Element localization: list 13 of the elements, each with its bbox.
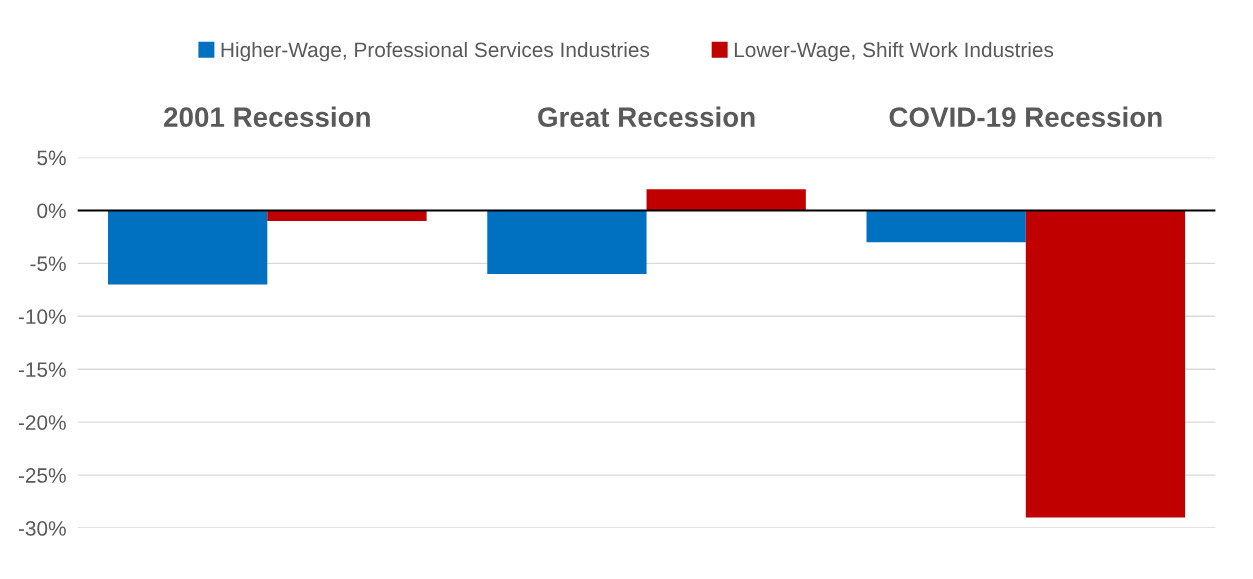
y-tick-label: -25% <box>18 468 66 483</box>
x-tick-label: Great Recession <box>538 106 755 127</box>
y-tick-label: 0% <box>37 203 66 219</box>
y-tick-label: 5% <box>37 150 66 166</box>
legend-label: Lower-Wage, Shift Work Industries <box>734 41 1054 62</box>
y-tick-label: -10% <box>18 309 66 325</box>
y-tick-label: -5% <box>30 256 66 272</box>
y-tick-label: -15% <box>18 362 66 377</box>
x-tick-label: COVID-19 Recession <box>889 106 1162 127</box>
legend-label: Higher-Wage, Professional Services Industries <box>221 41 650 62</box>
y-tick-label: -30% <box>18 521 66 536</box>
y-tick-label: -20% <box>18 415 66 430</box>
x-tick-label: 2001 Recession <box>164 106 370 127</box>
